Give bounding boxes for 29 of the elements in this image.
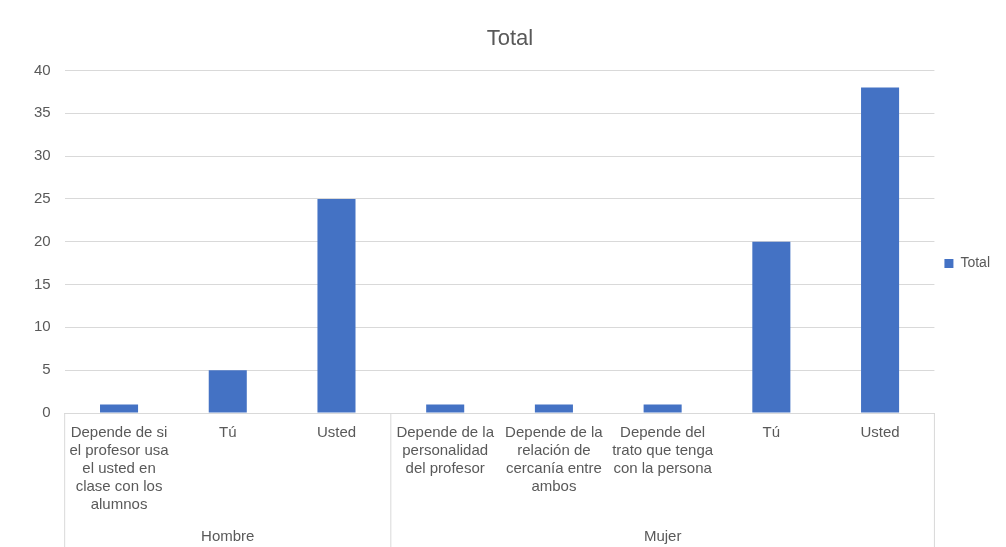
text: Mujer <box>643 527 682 545</box>
x-tick-label: Depende de la personalidad del profesor <box>396 423 495 477</box>
bar <box>317 198 356 413</box>
y-tick-label: 15 <box>34 274 51 292</box>
bar <box>752 241 791 413</box>
bar <box>208 370 247 413</box>
x-tick-label: Usted <box>316 423 357 441</box>
x-tick-label: Depende de si el profesor usa el usted en clase con los alumnos <box>69 423 170 513</box>
y-tick-label: 30 <box>34 146 51 164</box>
bar <box>643 404 682 413</box>
y-tick-label: 35 <box>34 103 51 121</box>
bar <box>861 87 900 413</box>
x-tick-label: Depende del trato que tenga con la persona <box>612 423 714 477</box>
y-tick-label: 40 <box>34 60 51 78</box>
y-tick-label: 20 <box>34 231 51 249</box>
text: Hombre <box>201 527 255 545</box>
bar <box>534 404 573 413</box>
y-tick-label: 10 <box>34 317 51 335</box>
x-tick-label: Usted <box>860 423 900 441</box>
y-tick-label: 5 <box>42 360 51 378</box>
y-tick-label: 25 <box>34 189 51 207</box>
bar <box>426 404 465 413</box>
bar <box>100 404 139 413</box>
y-tick-label: 0 <box>42 403 51 421</box>
chart-title: Total <box>486 25 534 51</box>
x-tick-label: Tú <box>762 423 781 441</box>
x-tick-label: Tú <box>219 423 237 441</box>
x-tick-label: Depende de la relación de cercanía entre ambos <box>505 423 604 495</box>
legend-label: Total <box>960 254 991 271</box>
